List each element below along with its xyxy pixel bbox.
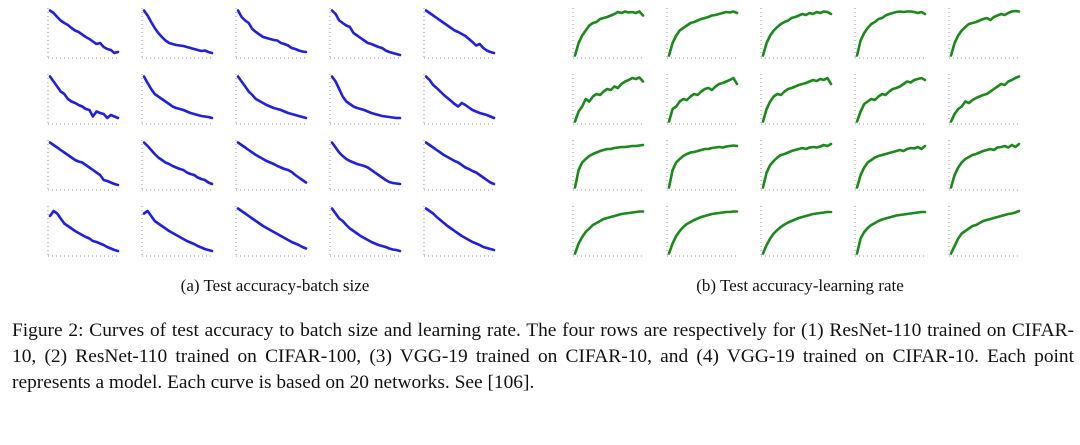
lr-panel-r4-c2 (666, 206, 739, 257)
batch-panel-r1-c4 (329, 8, 402, 59)
lr-panel-r4-c5 (948, 206, 1021, 257)
batch-series-line (330, 207, 402, 253)
batch-series-line (48, 9, 120, 55)
lr-series-line (761, 10, 833, 57)
batch-panel-r4-c5 (423, 206, 496, 257)
batch-panel-r3-c4 (329, 140, 402, 191)
batch-series-line (424, 207, 496, 252)
batch-panel-r4-c1 (47, 206, 120, 257)
lr-panel-r1-c2 (666, 8, 739, 59)
batch-series-line (48, 209, 120, 253)
batch-series-line (236, 75, 308, 120)
batch-panel-r3-c3 (235, 140, 308, 191)
lr-panel-r3-c5 (948, 140, 1021, 191)
lr-series-line (855, 10, 927, 57)
lr-series-line (667, 210, 739, 255)
lr-panel-r2-c1 (572, 74, 645, 125)
batch-panel-r2-c5 (423, 74, 496, 125)
batch-panel-r1-c2 (141, 8, 214, 59)
subcaption-learning-rate: (b) Test accuracy-learning rate (696, 276, 904, 295)
batch-series-line (48, 141, 120, 187)
lr-series-line (667, 10, 739, 57)
batch-panel-r3-c2 (141, 140, 214, 191)
lr-panel-r1-c4 (854, 8, 927, 59)
batch-series-line (330, 141, 402, 186)
batch-series-line (424, 75, 496, 120)
lr-panel-r1-c1 (572, 8, 645, 59)
batch-panel-r2-c4 (329, 74, 402, 125)
batch-panel-r2-c1 (47, 74, 120, 125)
batch-panel-r3-c5 (423, 140, 496, 191)
batch-series-line (236, 141, 308, 184)
lr-series-line (761, 210, 833, 255)
batch-panel-r4-c3 (235, 206, 308, 257)
batch-series-line (236, 9, 308, 54)
lr-panel-r3-c4 (854, 140, 927, 191)
lr-series-line (761, 76, 833, 123)
batch-panel-r2-c3 (235, 74, 308, 125)
lr-series-line (573, 210, 645, 255)
lr-panel-r3-c3 (760, 140, 833, 191)
lr-panel-r2-c3 (760, 74, 833, 125)
lr-panel-r1-c3 (760, 8, 833, 59)
lr-series-line (573, 76, 645, 123)
lr-panel-r4-c4 (854, 206, 927, 257)
lr-series-line (855, 210, 927, 255)
batch-series-line (142, 209, 214, 253)
batch-series-line (142, 9, 214, 55)
lr-panel-r4-c3 (760, 206, 833, 257)
subcaption-batch-size: (a) Test accuracy-batch size (180, 276, 370, 295)
lr-series-line (667, 76, 739, 123)
lr-panel-r4-c1 (572, 206, 645, 257)
batch-series-line (330, 9, 402, 57)
lr-panel-r2-c2 (666, 74, 739, 125)
batch-panel-r3-c1 (47, 140, 120, 191)
lr-series-line (949, 9, 1021, 57)
lr-series-line (573, 10, 645, 57)
batch-panel-r4-c2 (141, 206, 214, 257)
batch-panel-r4-c4 (329, 206, 402, 257)
batch-series-line (142, 75, 214, 120)
batch-panel-r1-c5 (423, 8, 496, 59)
batch-series-line (142, 141, 214, 186)
batch-panel-r1-c3 (235, 8, 308, 59)
batch-panel-r2-c2 (141, 74, 214, 125)
batch-size-plot-grid (47, 8, 496, 257)
batch-series-line (330, 75, 402, 120)
batch-series-line (424, 9, 496, 55)
lr-series-line (949, 142, 1021, 189)
batch-series-line (48, 75, 120, 120)
lr-panel-r1-c5 (948, 8, 1021, 59)
lr-series-line (667, 144, 739, 189)
lr-panel-r2-c4 (854, 74, 927, 125)
lr-panel-r2-c5 (948, 74, 1021, 125)
lr-series-line (949, 75, 1021, 123)
batch-series-line (236, 207, 308, 250)
lr-series-line (761, 142, 833, 189)
lr-series-line (573, 143, 645, 189)
learning-rate-plot-grid (572, 8, 1021, 257)
lr-series-line (855, 144, 927, 189)
lr-series-line (855, 76, 927, 123)
batch-series-line (424, 141, 496, 186)
lr-panel-r3-c1 (572, 140, 645, 191)
lr-series-line (949, 209, 1021, 255)
lr-panel-r3-c2 (666, 140, 739, 191)
figure-caption: Figure 2: Curves of test accuracy to bat… (12, 320, 1074, 393)
batch-panel-r1-c1 (47, 8, 120, 59)
